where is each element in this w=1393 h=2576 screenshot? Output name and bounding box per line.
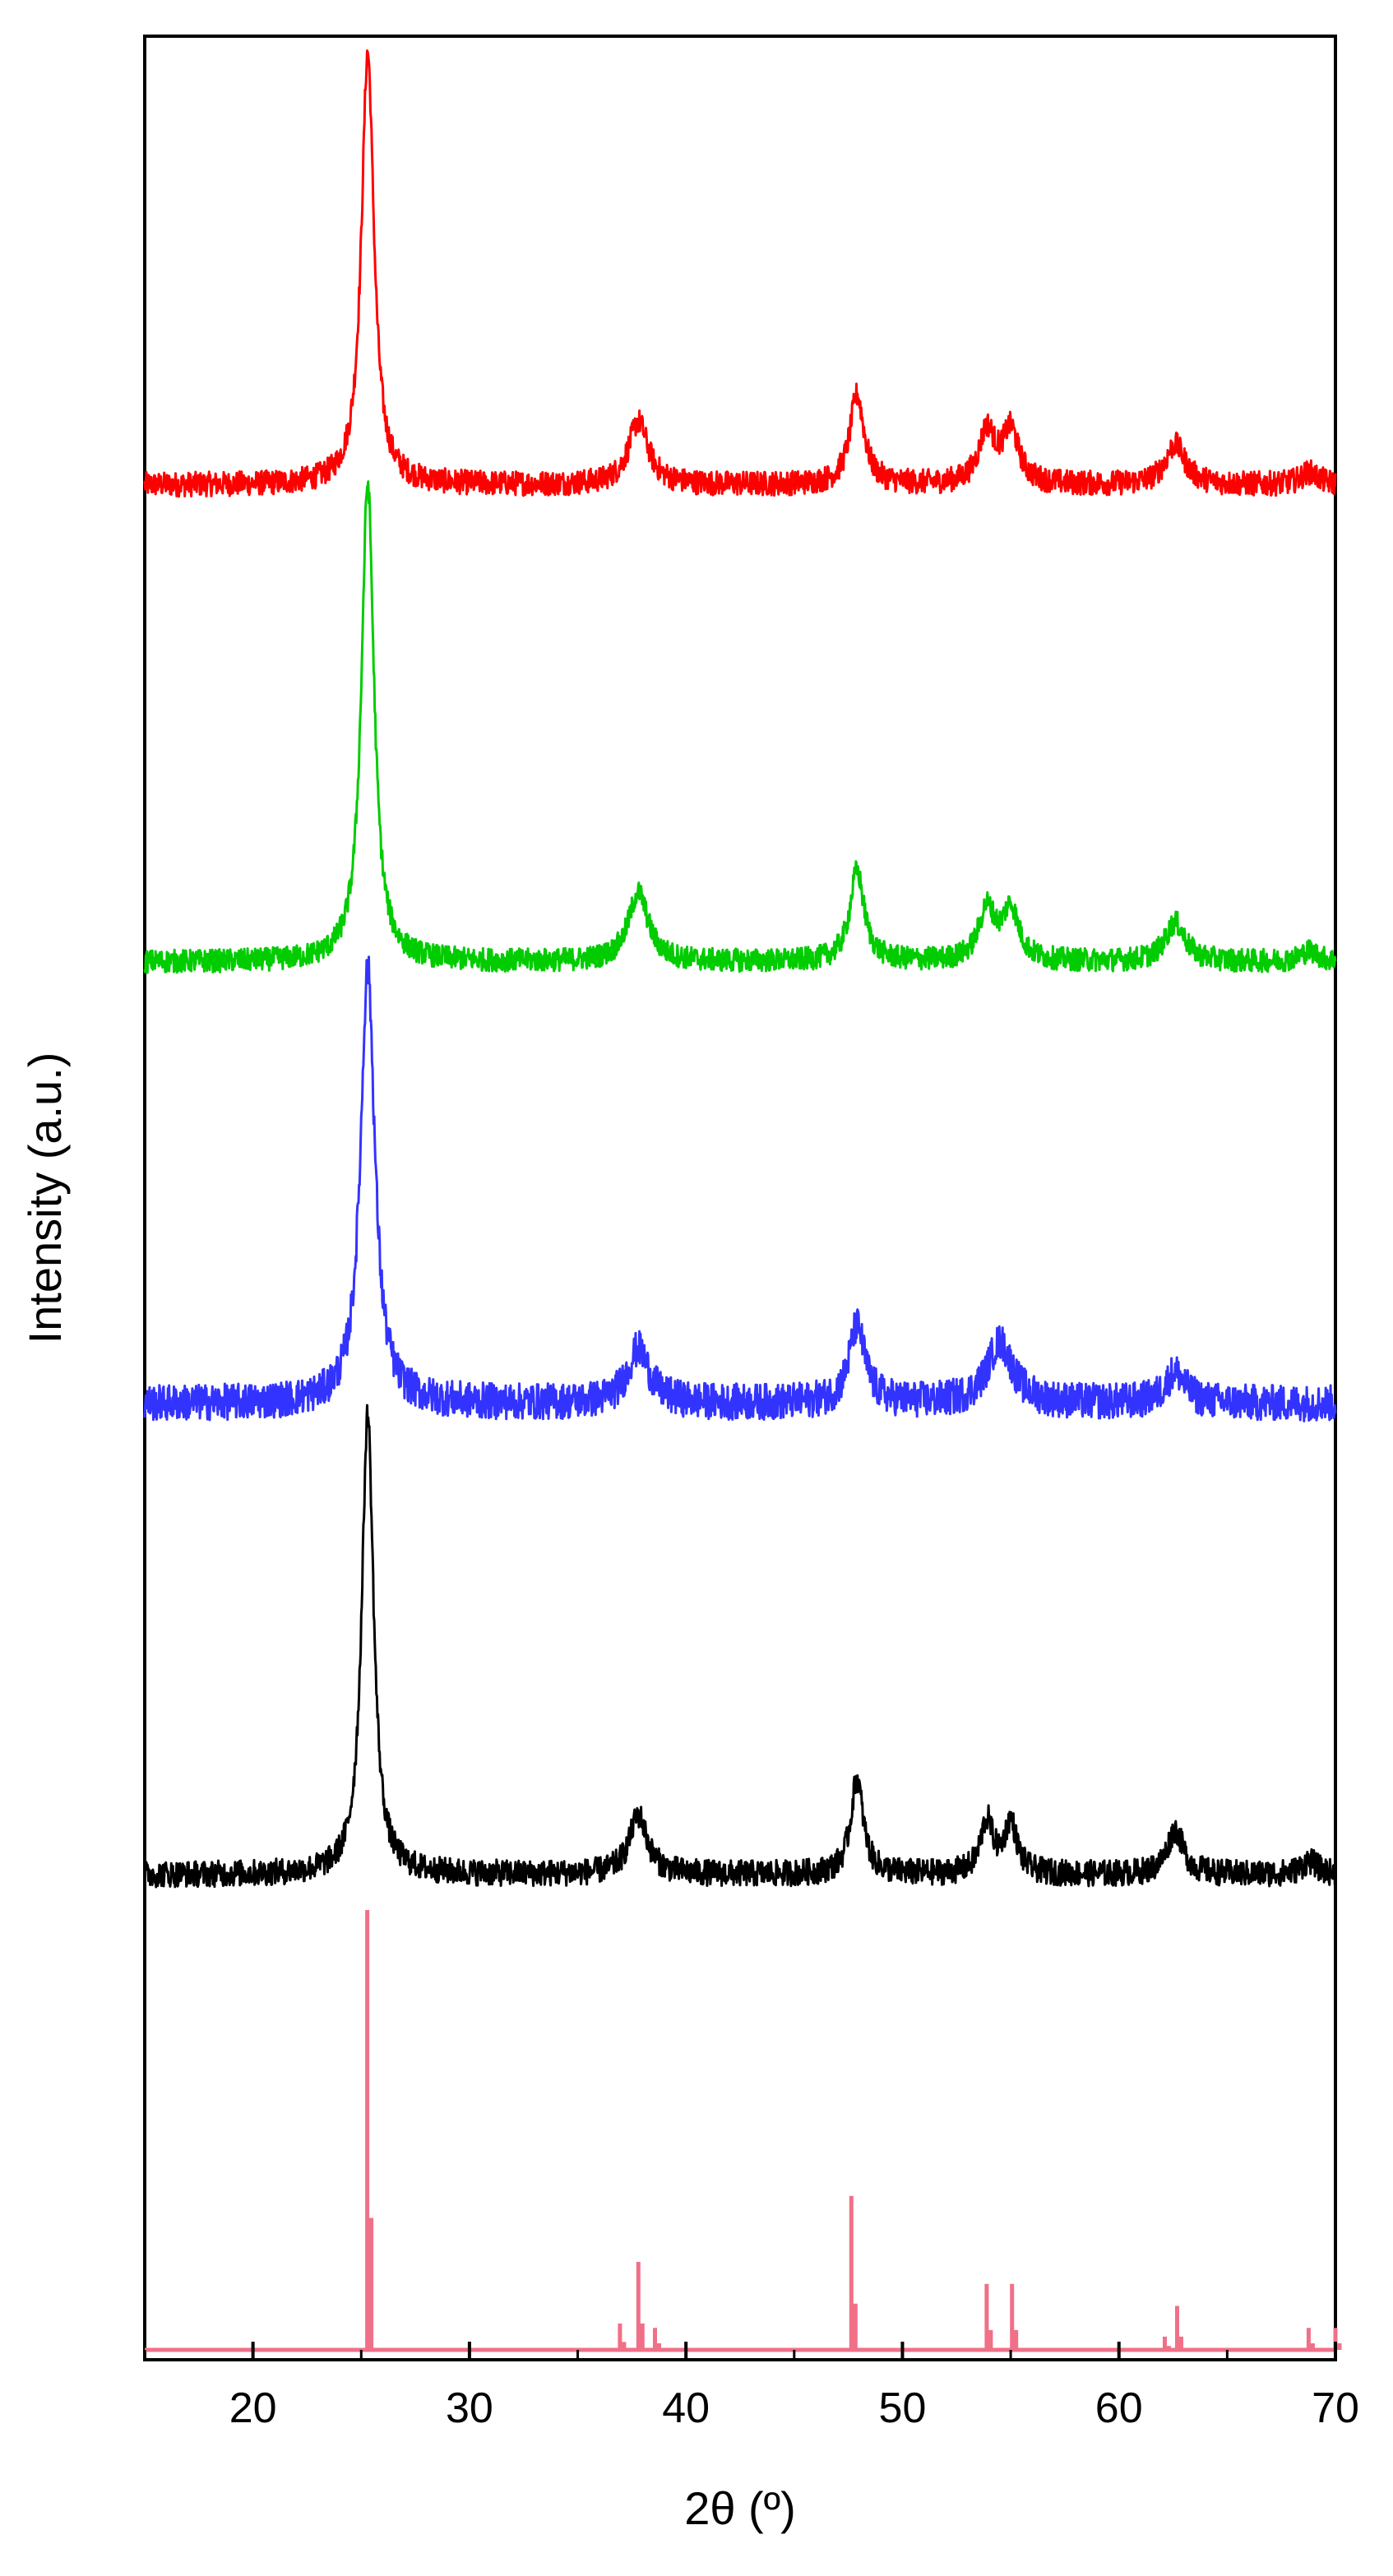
plot-frame — [143, 35, 1337, 2361]
x-tick-label-20: 20 — [229, 2384, 277, 2432]
x-tick-label-70: 70 — [1312, 2384, 1359, 2432]
x-axis-label: 2θ (º) — [684, 2482, 796, 2534]
x-tick-label-40: 40 — [662, 2384, 710, 2432]
x-tick-label-60: 60 — [1095, 2384, 1143, 2432]
x-axis-ticks: 20 30 40 50 60 70 — [143, 2342, 1359, 2432]
series-2-line — [143, 480, 1337, 974]
series-1-line — [143, 49, 1337, 498]
series-3-line — [143, 955, 1337, 1422]
series-5-reference-pattern — [145, 1910, 1342, 2352]
series-4-line — [143, 1404, 1337, 1889]
x-tick-label-50: 50 — [879, 2384, 927, 2432]
x-tick-label-30: 30 — [446, 2384, 493, 2432]
series-layer — [143, 49, 1342, 2352]
y-axis-label: Intensity (a.u.) — [19, 1052, 71, 1344]
